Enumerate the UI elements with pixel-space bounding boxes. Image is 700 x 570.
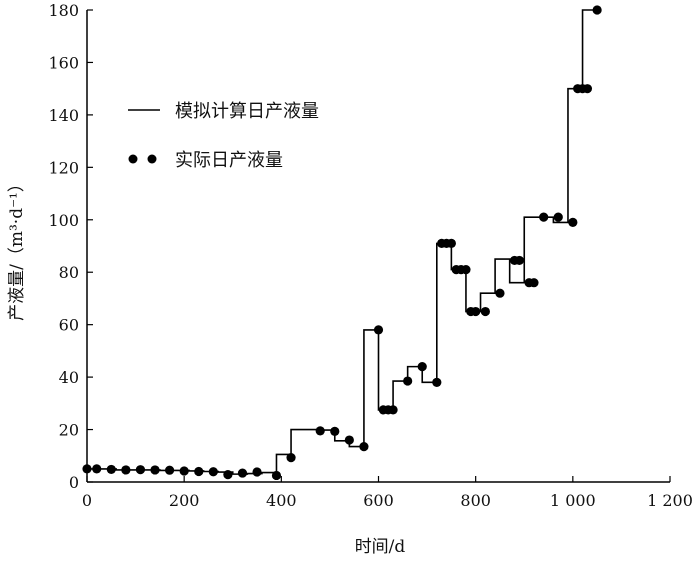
actual-data-point: [164, 465, 175, 475]
x-tick-label: 800: [460, 491, 491, 510]
x-tick-label: 0: [82, 491, 92, 510]
actual-data-point: [495, 288, 505, 298]
actual-data-point: [135, 465, 146, 475]
actual-data-point: [237, 468, 248, 478]
actual-data-point: [121, 465, 131, 475]
actual-data-point: [150, 465, 160, 475]
x-tick-label: 1 000: [550, 491, 596, 510]
x-tick-label: 600: [363, 491, 394, 510]
y-tick-label: 160: [48, 53, 79, 72]
actual-data-point: [330, 426, 340, 436]
y-tick-label: 100: [48, 211, 79, 230]
actual-data-point: [529, 278, 539, 288]
actual-data-point: [514, 255, 524, 266]
actual-data-point: [286, 453, 296, 463]
actual-data-point: [208, 467, 218, 477]
actual-data-point: [403, 376, 413, 386]
actual-data-point: [194, 466, 204, 477]
legend-label-actual: 实际日产液量: [175, 150, 283, 171]
y-tick-label: 120: [48, 158, 79, 177]
y-tick-label: 20: [59, 421, 79, 440]
legend-label-simulated: 模拟计算日产液量: [175, 101, 319, 122]
x-tick-label: 200: [169, 491, 200, 510]
actual-data-point: [179, 466, 189, 476]
actual-data-point: [592, 5, 602, 15]
plot-area: 0 200 400 600 800 1 000 1 200 0 20 40 60 80 100 120 14…: [48, 1, 692, 510]
y-axis-label: 产液量/（m³·d⁻¹）: [7, 175, 27, 321]
actual-data-point: [315, 426, 325, 436]
actual-data-point: [553, 212, 563, 222]
legend-dot-swatch-1: [128, 154, 138, 164]
actual-data-point: [359, 442, 369, 452]
actual-data-point: [344, 435, 354, 445]
actual-data-point: [432, 377, 442, 387]
actual-data-point: [446, 238, 456, 248]
actual-data-point: [252, 467, 262, 477]
actual-data-point: [271, 470, 282, 481]
y-tick-label: 80: [59, 263, 79, 282]
actual-data-point: [82, 464, 92, 474]
simulated-series-line: [87, 9, 598, 475]
y-tick-label: 180: [48, 1, 79, 20]
actual-data-point: [373, 325, 384, 335]
actual-data-point: [582, 84, 593, 94]
actual-data-point: [471, 306, 481, 317]
y-tick-label: 60: [59, 316, 79, 335]
actual-data-point: [106, 464, 116, 475]
actual-data-point: [480, 306, 490, 317]
legend-dot-swatch-2: [147, 154, 157, 164]
y-tick-label: 0: [69, 473, 79, 492]
y-tick-label: 140: [48, 106, 79, 125]
actual-data-point: [388, 405, 398, 415]
x-axis-label: 时间/d: [355, 537, 406, 557]
legend: 模拟计算日产液量 实际日产液量: [128, 101, 319, 171]
actual-data-point: [461, 265, 471, 275]
x-tick-label: 1 200: [647, 491, 693, 510]
actual-data-point: [539, 212, 549, 222]
y-tick-label: 40: [59, 368, 79, 387]
x-tick-label: 400: [266, 491, 297, 510]
actual-data-point: [92, 464, 102, 474]
y-axis-title: 产液量/（m³·d⁻¹）: [7, 175, 27, 321]
actual-data-point: [223, 470, 233, 480]
actual-data-point: [417, 362, 427, 372]
actual-data-point: [568, 217, 578, 227]
x-axis-title: 时间/d: [355, 537, 406, 557]
